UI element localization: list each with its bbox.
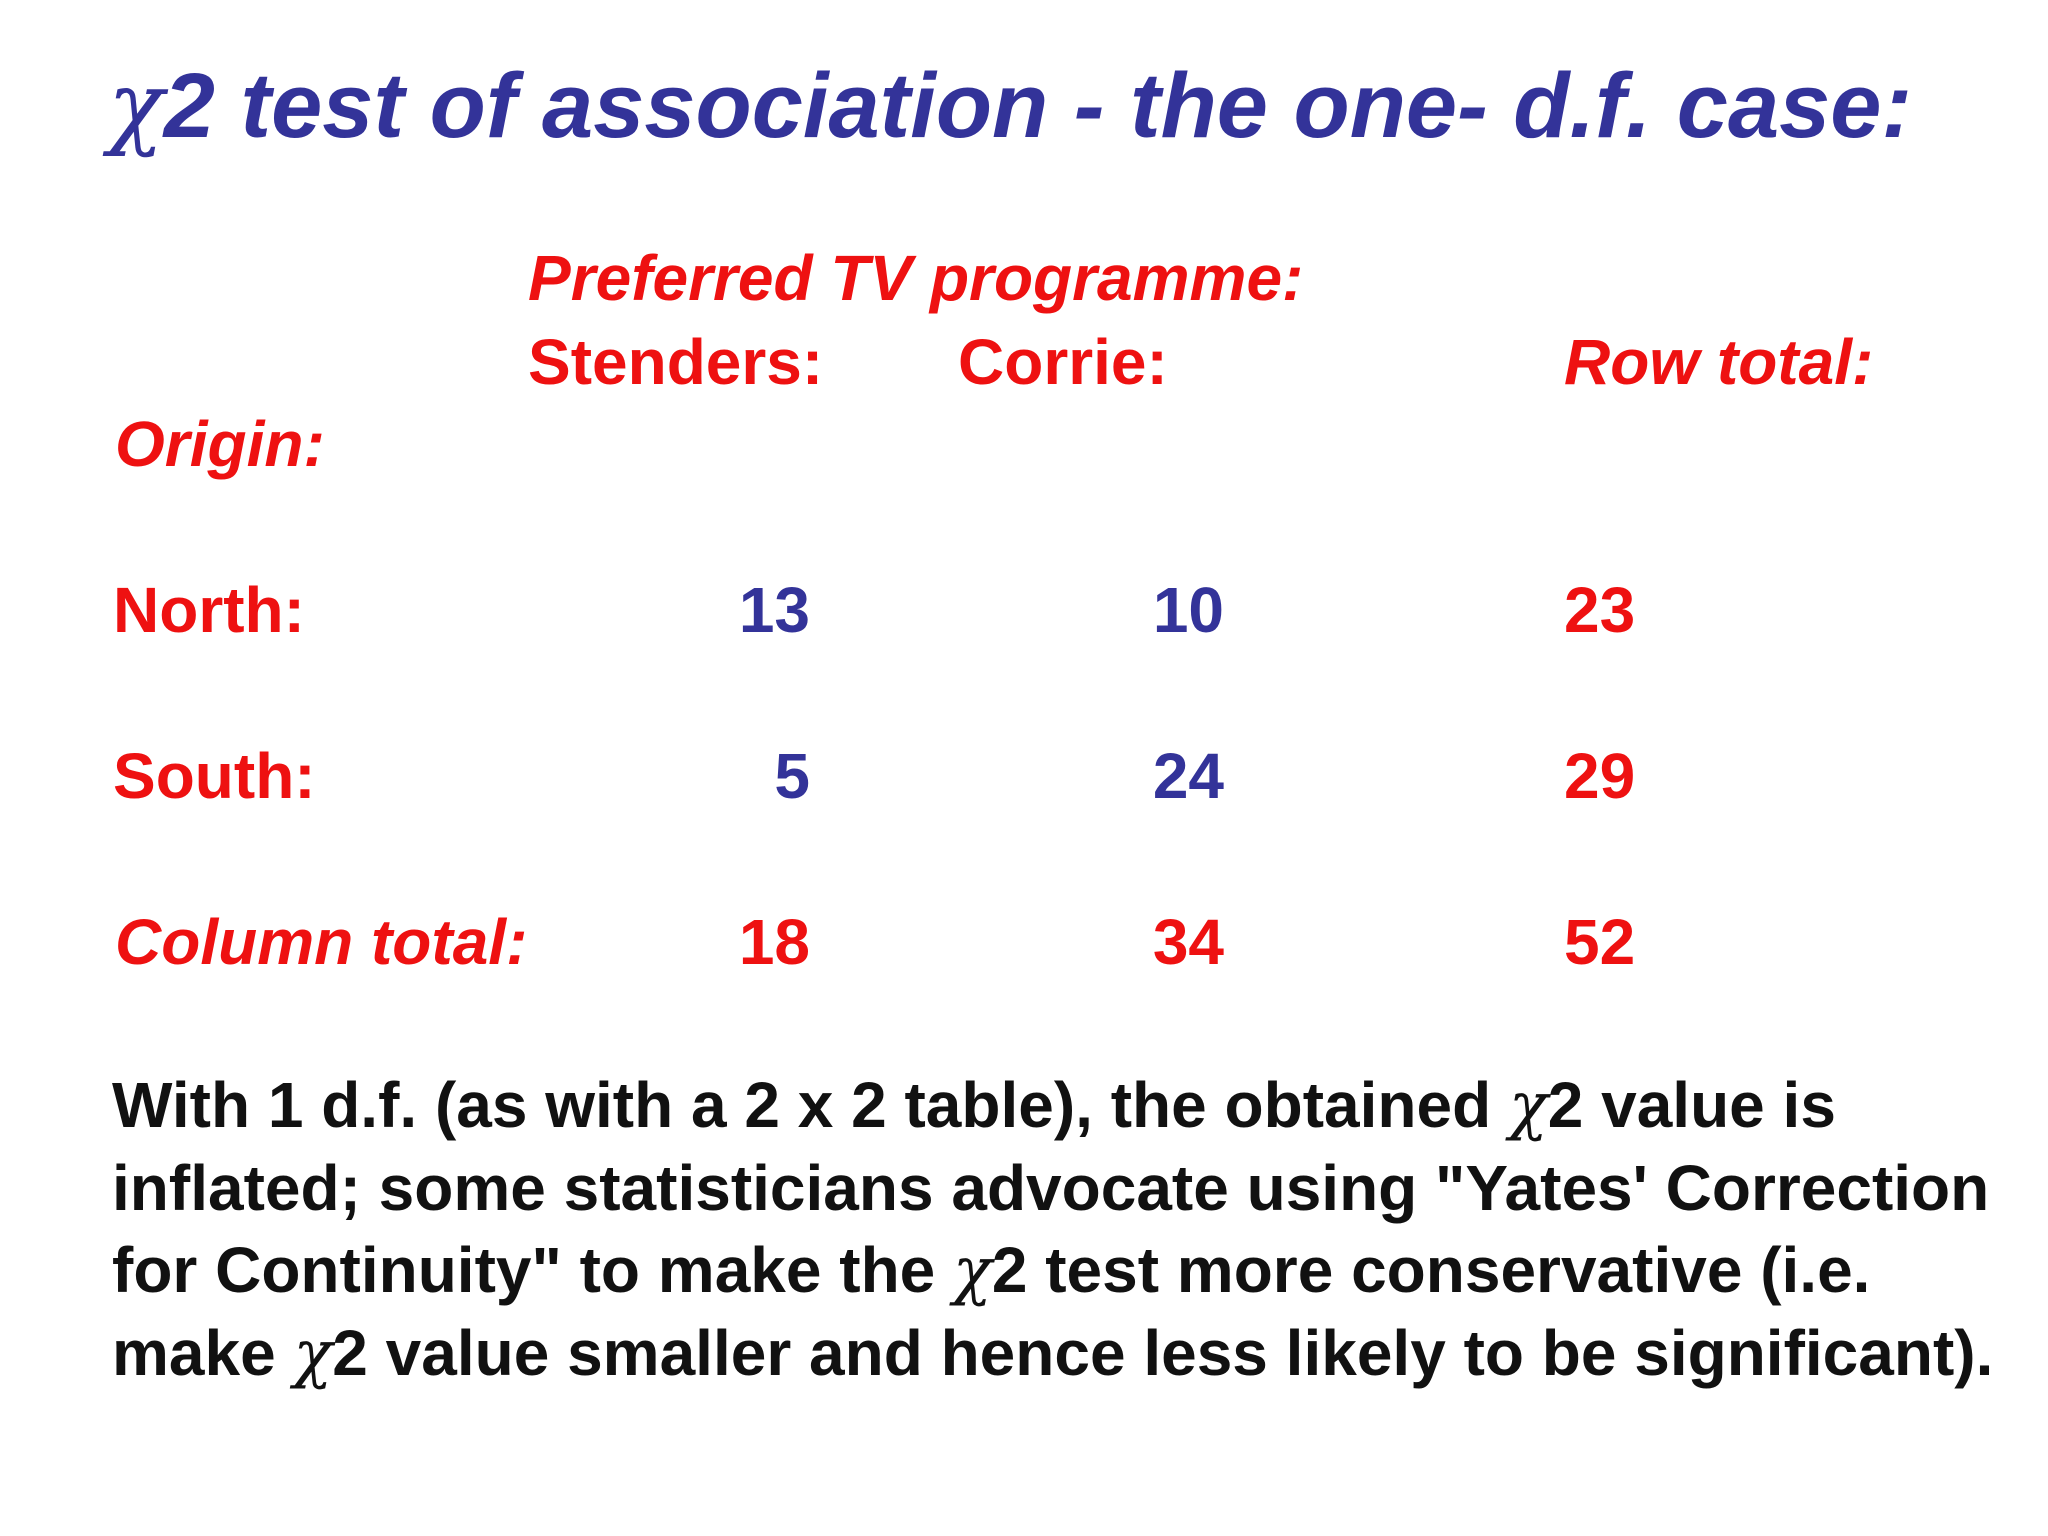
column-total-label: Column total: [115,906,528,978]
col-header-stenders: Stenders: [528,326,824,398]
explanation-paragraph: With 1 d.f. (as with a 2 x 2 table), the… [112,1064,2002,1395]
chi-symbol: χ [108,52,164,159]
row-label-north: North: [113,574,305,646]
row-total-header: Row total: [1564,326,1874,398]
slide-title-text: 2 test of association - the one- d.f. ca… [163,55,1913,157]
column-total-stenders: 18 [738,906,810,978]
row-label-header: Origin: [115,408,325,480]
grand-total: 52 [1564,906,1636,978]
paragraph-part-4: 2 value smaller and hence less likely to… [332,1317,1994,1389]
slide-title: χ2 test of association - the one- d.f. c… [108,52,1912,159]
paragraph-part-1: With 1 d.f. (as with a 2 x 2 table), the… [112,1069,1509,1141]
paragraph-part-2: 2 value is inflated; some statisticians … [112,1069,1990,1306]
row-label-south: South: [113,740,316,812]
cell-north-total: 23 [1564,574,1636,646]
cell-south-stenders: 5 [774,740,810,812]
cell-north-corrie: 10 [1152,574,1224,646]
chi-symbol: χ [953,1234,992,1308]
chi-symbol: χ [293,1317,333,1391]
column-total-corrie: 34 [1152,906,1224,978]
paragraph-part-3: 2 test more conservative (i.e. make [112,1234,1871,1389]
group-header: Preferred TV programme: [528,242,1304,314]
cell-south-total: 29 [1564,740,1636,812]
col-header-corrie: Corrie: [958,326,1168,398]
chi-symbol: χ [1508,1069,1548,1143]
cell-south-corrie: 24 [1152,740,1224,812]
cell-north-stenders: 13 [738,574,810,646]
